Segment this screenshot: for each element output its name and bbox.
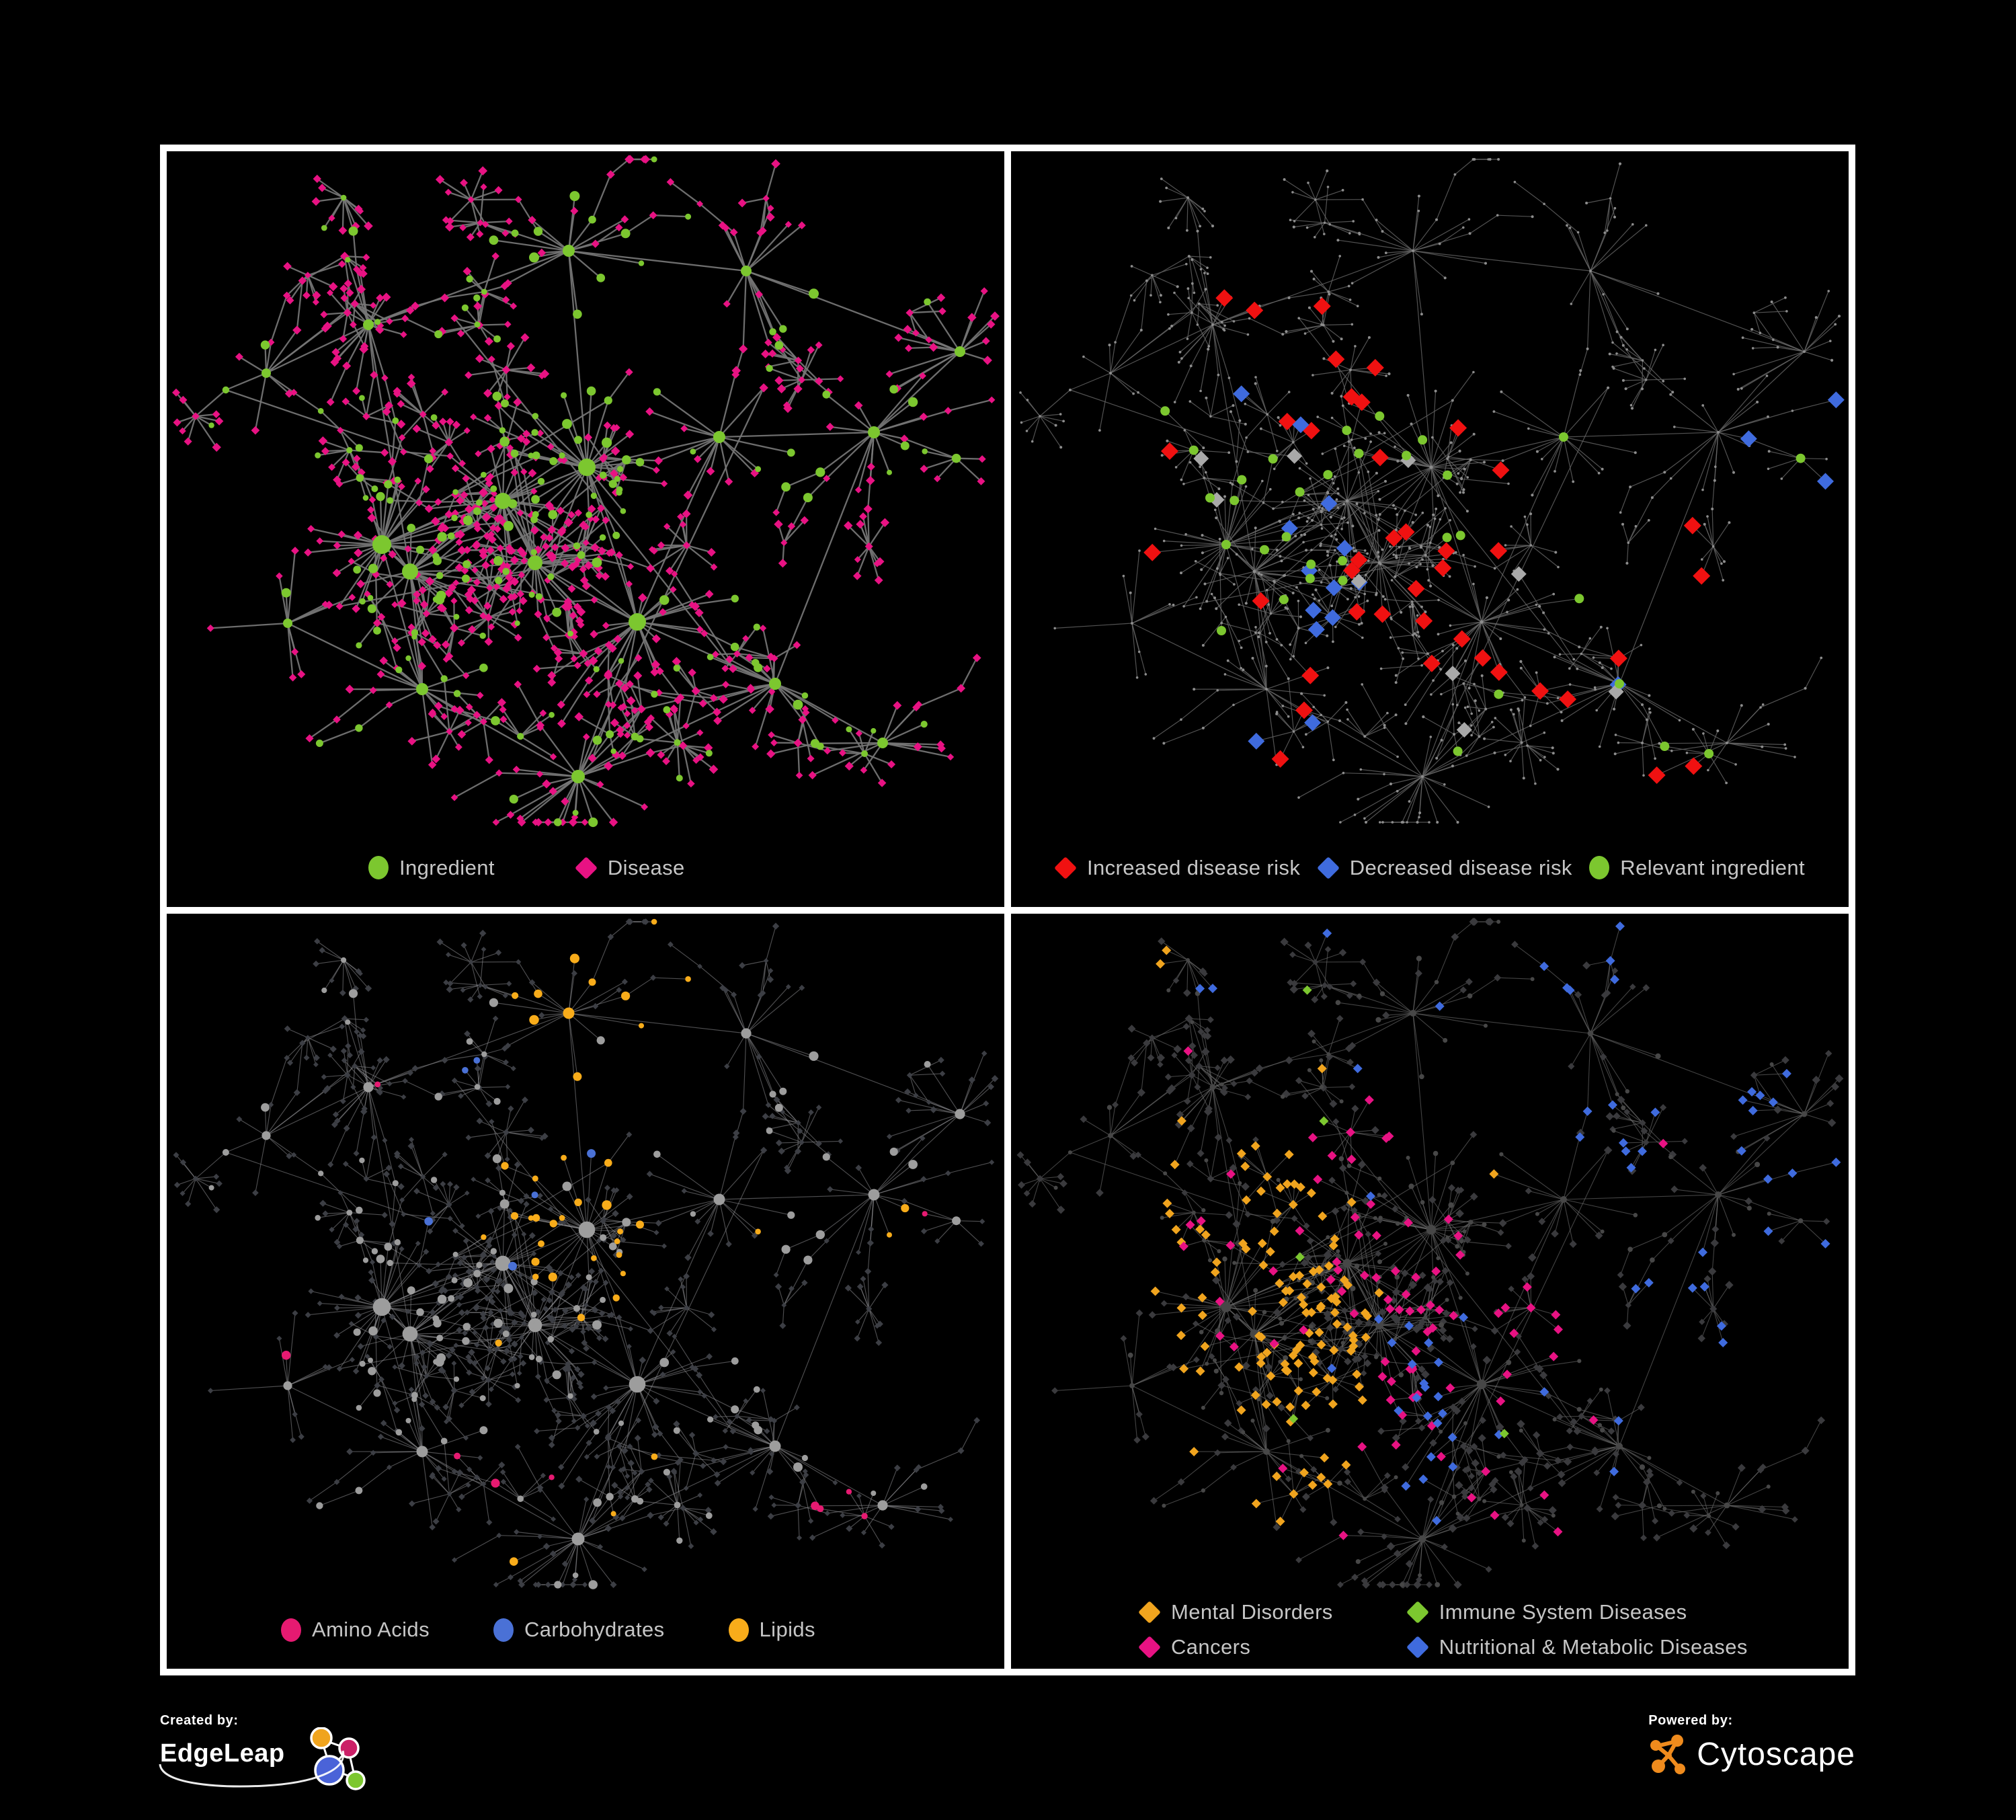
legend-label: Ingredient — [399, 855, 495, 879]
legend-item-lipids: Lipids — [728, 1618, 815, 1642]
network-graph-ingredient-disease — [172, 155, 1000, 828]
legend-item-carbohydrates: Carbohydrates — [493, 1618, 665, 1642]
legend-item-immune-system-diseases: Immune System Diseases — [1406, 1600, 1748, 1624]
edgeleap-logo-icon — [309, 1727, 366, 1790]
legend-swatch-circle — [368, 856, 389, 879]
legend-swatch-circle — [1589, 856, 1610, 879]
network-graph-disease-risk — [1019, 158, 1845, 824]
legend-item-disease: Disease — [574, 855, 685, 880]
legend-label: Carbohydrates — [524, 1618, 665, 1641]
legend-label: Nutritional & Metabolic Diseases — [1439, 1635, 1748, 1659]
powered-by-label: Powered by: — [1648, 1713, 1733, 1728]
legend-disease-risk: Increased disease risk Decreased disease … — [1011, 837, 1849, 899]
legend-label: Disease — [607, 855, 685, 879]
edgeleap-node-green — [345, 1770, 366, 1790]
legend-swatch-diamond — [1138, 1636, 1161, 1659]
created-by-block: Created by: EdgeLeap — [159, 1713, 368, 1800]
cytoscape-logo-icon — [1650, 1735, 1686, 1774]
edgeleap-node-pink — [337, 1737, 360, 1759]
legend-label: Immune System Diseases — [1439, 1600, 1687, 1624]
network-graph-disease-categories — [1016, 917, 1844, 1589]
legend-item-mental-disorders: Mental Disorders — [1138, 1600, 1333, 1624]
edgeleap-wordmark: EdgeLeap — [160, 1739, 285, 1768]
legend-swatch-diamond — [1316, 856, 1340, 879]
legend-ingredient-classes: Amino Acids Carbohydrates Lipids — [281, 1599, 1004, 1661]
legend-label: Decreased disease risk — [1349, 855, 1572, 879]
edgeleap-node-orange — [309, 1727, 333, 1749]
panel-ingredient-disease: Ingredient Disease — [167, 151, 1004, 907]
legend-item-increased-disease-risk: Increased disease risk — [1054, 855, 1301, 880]
legend-label: Relevant ingredient — [1620, 855, 1805, 879]
legend-item-cancers: Cancers — [1138, 1635, 1333, 1659]
panel-grid: Ingredient Disease Increased disease risk… — [160, 145, 1855, 1675]
legend-item-nutritional-metabolic-diseases: Nutritional & Metabolic Diseases — [1406, 1635, 1748, 1659]
legend-label: Increased disease risk — [1087, 855, 1301, 879]
legend-item-amino-acids: Amino Acids — [281, 1618, 430, 1642]
legend-swatch-diamond — [574, 856, 598, 879]
panel-disease-categories: Mental Disorders Immune System Diseases Ca… — [1011, 913, 1849, 1669]
legend-label: Amino Acids — [312, 1618, 430, 1641]
legend-item-ingredient: Ingredient — [368, 856, 495, 880]
panel-disease-risk: Increased disease risk Decreased disease … — [1011, 151, 1849, 907]
legend-item-decreased-disease-risk: Decreased disease risk — [1316, 855, 1572, 880]
legend-disease-categories: Mental Disorders Immune System Diseases Ca… — [1138, 1599, 1849, 1661]
legend-ingredient-disease: Ingredient Disease — [368, 837, 1004, 899]
legend-swatch-circle — [728, 1618, 749, 1642]
created-by-label: Created by: — [160, 1713, 239, 1728]
cytoscape-wordmark: Cytoscape — [1697, 1737, 1855, 1772]
legend-label: Cancers — [1171, 1635, 1251, 1659]
legend-swatch-diamond — [1138, 1601, 1161, 1624]
legend-swatch-diamond — [1406, 1636, 1429, 1659]
network-graph-ingredient-classes — [173, 918, 999, 1589]
legend-item-relevant-ingredient: Relevant ingredient — [1589, 856, 1805, 880]
legend-swatch-circle — [281, 1618, 301, 1642]
legend-swatch-diamond — [1054, 856, 1077, 879]
legend-label: Lipids — [759, 1618, 815, 1641]
panel-ingredient-classes: Amino Acids Carbohydrates Lipids — [167, 913, 1004, 1669]
legend-swatch-circle — [493, 1618, 514, 1642]
legend-label: Mental Disorders — [1171, 1600, 1333, 1624]
legend-swatch-diamond — [1406, 1601, 1429, 1624]
powered-by-block: Powered by: Cytoscape — [1648, 1713, 1855, 1777]
edgeleap-node-blue — [313, 1755, 345, 1786]
